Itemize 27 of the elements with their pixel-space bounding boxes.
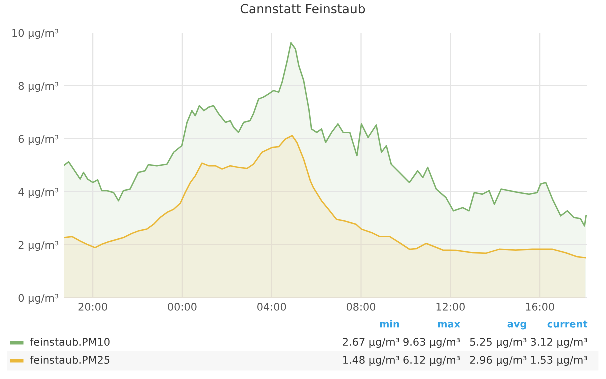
- text: 5.25 µg/m³: [470, 338, 527, 348]
- x-tick-label: 08:00: [346, 303, 376, 311]
- text: min: [380, 320, 400, 328]
- x-tick-label: 04:00: [258, 303, 286, 311]
- text: 9.63 µg/m³: [404, 338, 460, 348]
- x-tick-label: 16:00: [526, 303, 554, 311]
- text: avg: [508, 322, 526, 330]
- y-tick-label: 10 µg/m³: [12, 29, 59, 40]
- text: 2.67 µg/m³: [343, 338, 400, 348]
- x-tick-label: 20:00: [78, 303, 108, 311]
- text: 1.48 µg/m³: [344, 356, 400, 366]
- text: current: [548, 320, 588, 328]
- chart-title: Cannstatt Feinstaub: [240, 4, 366, 14]
- text: 2.96 µg/m³: [470, 356, 527, 366]
- x-tick-label: 00:00: [168, 303, 197, 311]
- legend-label: feinstaub.PM10: [30, 338, 110, 346]
- y-tick-label: 4 µg/m³: [18, 188, 59, 198]
- y-tick-label: 6 µg/m³: [18, 135, 59, 146]
- text: 6.12 µg/m³: [404, 356, 460, 366]
- legend-label: feinstaub.PM25: [30, 356, 110, 364]
- text: max: [438, 322, 460, 328]
- x-tick-label: 12:00: [436, 303, 465, 311]
- y-tick-label: 8 µg/m³: [18, 82, 59, 92]
- text: 3.12 µg/m³: [531, 338, 588, 348]
- y-tick-label: 0 µg/m³: [18, 294, 59, 304]
- text: 1.53 µg/m³: [531, 356, 588, 366]
- y-tick-label: 2 µg/m³: [18, 241, 59, 252]
